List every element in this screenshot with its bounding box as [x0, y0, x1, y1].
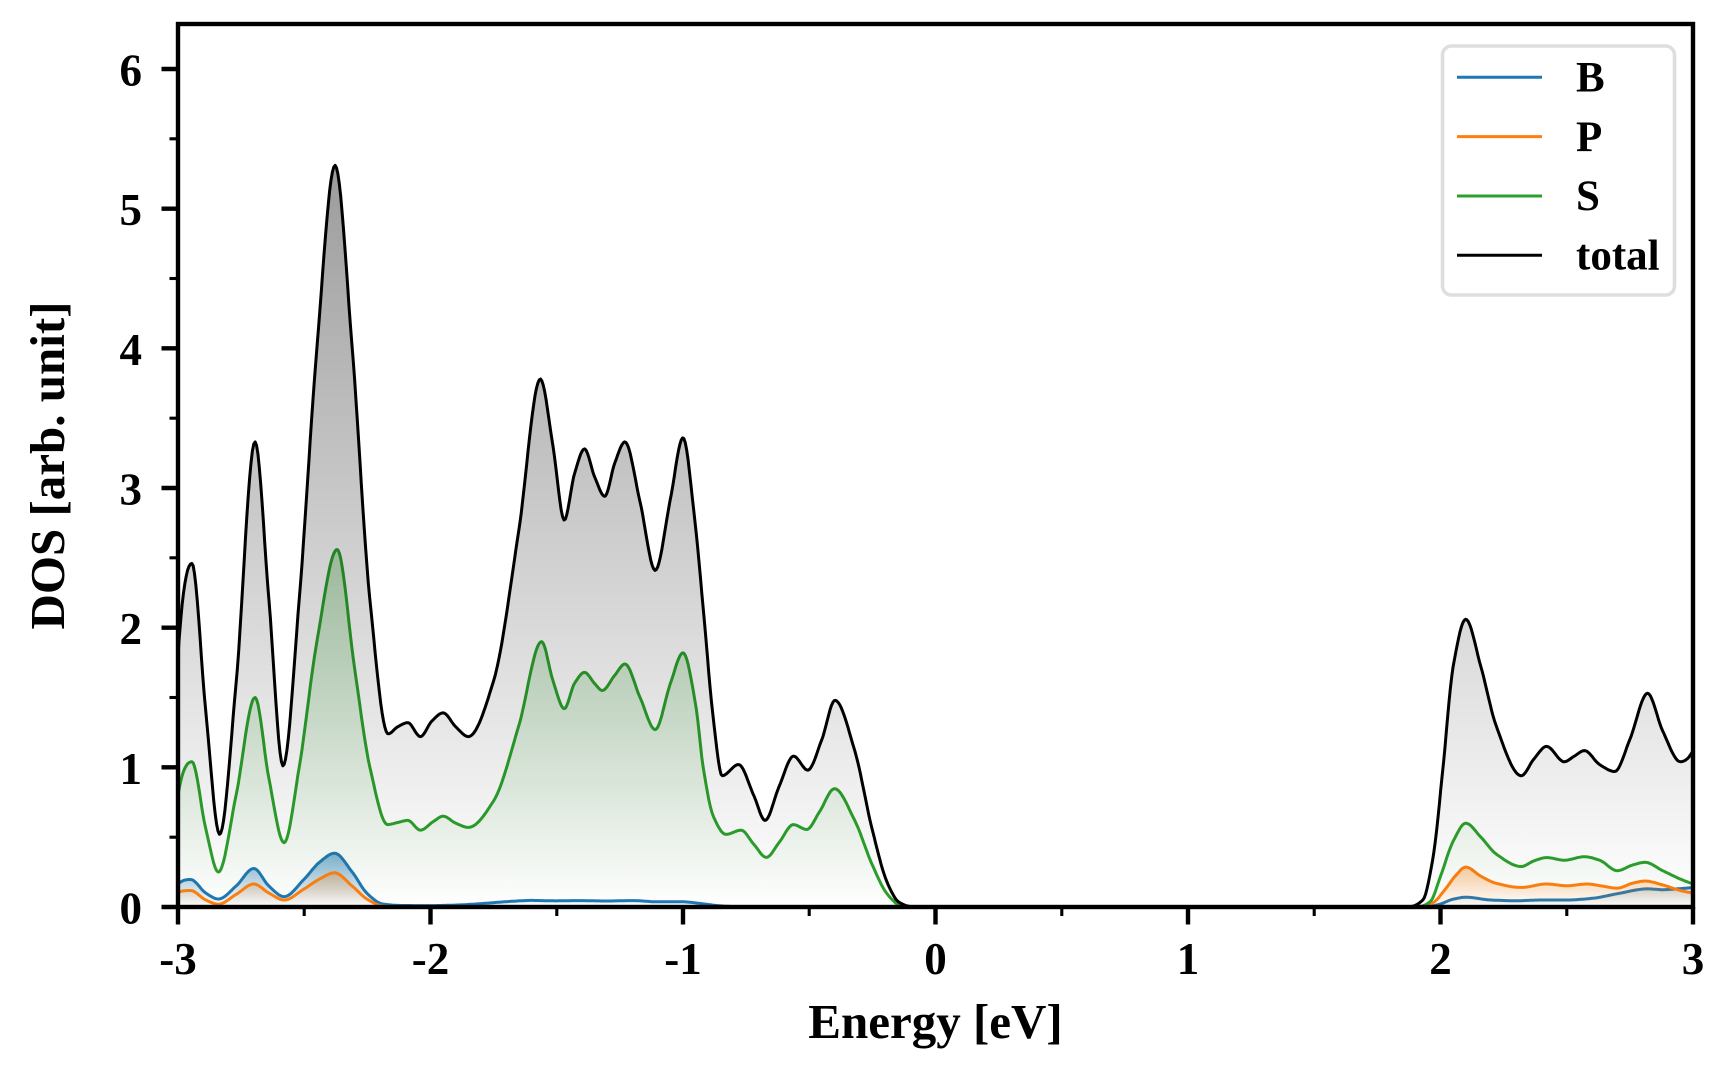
svg-text:1: 1: [120, 744, 143, 794]
svg-text:4: 4: [120, 325, 143, 375]
svg-text:6: 6: [120, 46, 143, 96]
svg-text:-1: -1: [664, 934, 702, 984]
svg-text:5: 5: [120, 185, 143, 235]
svg-text:3: 3: [120, 465, 143, 515]
svg-text:1: 1: [1177, 934, 1200, 984]
svg-text:0: 0: [120, 884, 143, 934]
svg-text:DOS [arb. unit]: DOS [arb. unit]: [20, 301, 75, 629]
svg-text:total: total: [1576, 233, 1660, 280]
svg-text:Energy [eV]: Energy [eV]: [808, 994, 1062, 1049]
svg-text:2: 2: [1429, 934, 1452, 984]
svg-text:S: S: [1576, 173, 1600, 220]
svg-text:3: 3: [1682, 934, 1705, 984]
svg-text:2: 2: [120, 604, 143, 654]
svg-text:-3: -3: [159, 934, 197, 984]
svg-text:B: B: [1576, 55, 1605, 102]
svg-text:-2: -2: [412, 934, 450, 984]
svg-text:0: 0: [924, 934, 947, 984]
svg-text:P: P: [1576, 114, 1602, 161]
